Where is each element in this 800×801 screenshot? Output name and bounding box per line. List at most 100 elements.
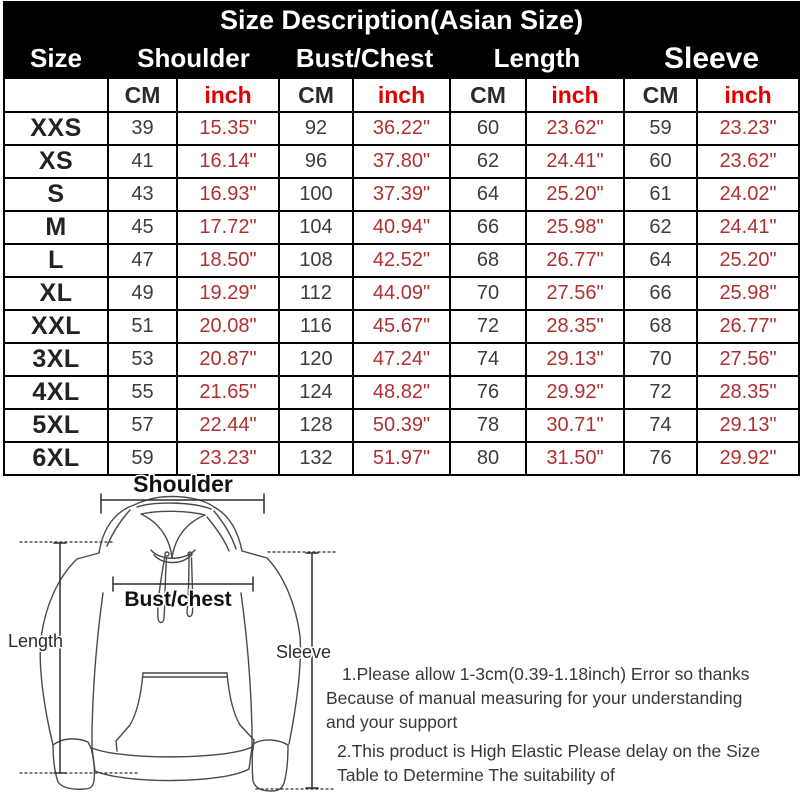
cell-cm: 64: [449, 177, 527, 212]
cell-inch: 24.02": [695, 177, 800, 212]
length-label: Length: [8, 631, 63, 651]
size-label: 4XL: [3, 375, 109, 410]
cell-cm: 59: [623, 111, 698, 146]
cell-inch: 23.23": [176, 441, 280, 476]
size-row-3xl: 3XL 53 20.87" 120 47.24" 74 29.13" 70 27…: [3, 342, 800, 377]
unit-blank-cell: [3, 77, 109, 113]
cell-cm: 104: [278, 210, 354, 245]
size-label: 5XL: [3, 408, 109, 443]
cell-cm: 55: [107, 375, 178, 410]
cell-inch: 27.56": [525, 276, 625, 311]
col-header-size: Size: [3, 38, 109, 79]
cell-inch: 23.23": [695, 111, 800, 146]
size-label: XXS: [3, 111, 109, 146]
hoodie-hood: [98, 495, 243, 564]
cell-inch: 19.29": [176, 276, 280, 311]
cell-cm: 43: [107, 177, 178, 212]
cell-cm: 57: [107, 408, 178, 443]
size-row-xxs: XXS 39 15.35" 92 36.22" 60 23.62" 59 23.…: [3, 111, 800, 146]
cell-cm: 72: [449, 309, 527, 344]
cell-cm: 128: [278, 408, 354, 443]
cell-inch: 15.35": [176, 111, 280, 146]
unit-cm-bust: CM: [278, 77, 354, 113]
cell-inch: 50.39": [352, 408, 451, 443]
size-row-xxl: XXL 51 20.08" 116 45.67" 72 28.35" 68 26…: [3, 309, 800, 344]
cell-cm: 108: [278, 243, 354, 278]
col-header-sleeve: Sleeve: [622, 38, 800, 79]
unit-inch-bust: inch: [352, 77, 451, 113]
cell-inch: 21.65": [176, 375, 280, 410]
cell-inch: 42.52": [352, 243, 451, 278]
hoodie-diagram: Shoulder Bust/chest Length Sleeve: [7, 470, 339, 792]
cell-cm: 74: [623, 408, 698, 443]
cell-inch: 47.24": [352, 342, 451, 377]
cell-inch: 51.97": [352, 441, 451, 476]
col-header-length: Length: [449, 38, 625, 79]
size-row-s: S 43 16.93" 100 37.39" 64 25.20" 61 24.0…: [3, 177, 800, 212]
cell-cm: 60: [623, 144, 698, 179]
cell-inch: 28.35": [695, 375, 800, 410]
size-row-5xl: 5XL 57 22.44" 128 50.39" 78 30.71" 74 29…: [3, 408, 800, 443]
cell-inch: 37.39": [352, 177, 451, 212]
cell-inch: 18.50": [176, 243, 280, 278]
table-title: Size Description(Asian Size): [2, 1, 800, 40]
hoodie-pocket: [115, 672, 255, 752]
cell-cm: 74: [449, 342, 527, 377]
cell-cm: 68: [449, 243, 527, 278]
cell-cm: 47: [107, 243, 178, 278]
cell-cm: 78: [449, 408, 527, 443]
cell-cm: 41: [107, 144, 178, 179]
cell-inch: 17.72": [176, 210, 280, 245]
cell-cm: 132: [278, 441, 354, 476]
cell-cm: 72: [623, 375, 698, 410]
note-elasticity: 2.This product is High Elastic Please de…: [337, 741, 761, 785]
cell-inch: 16.93": [176, 177, 280, 212]
cell-inch: 36.22": [352, 111, 451, 146]
cell-cm: 112: [278, 276, 354, 311]
cell-inch: 29.92": [525, 375, 625, 410]
unit-inch-shoulder: inch: [176, 77, 280, 113]
size-table: Size Description(Asian Size) Size Should…: [2, 1, 800, 476]
cell-cm: 66: [449, 210, 527, 245]
cell-cm: 80: [449, 441, 527, 476]
cell-cm: 76: [623, 441, 698, 476]
size-label: 6XL: [3, 441, 109, 476]
size-label: XL: [3, 276, 109, 311]
cell-cm: 124: [278, 375, 354, 410]
col-header-shoulder: Shoulder: [107, 38, 280, 79]
size-label: XXL: [3, 309, 109, 344]
cell-cm: 100: [278, 177, 354, 212]
cell-cm: 96: [278, 144, 354, 179]
cell-inch: 24.41": [695, 210, 800, 245]
sleeve-measure-line: [255, 551, 339, 790]
cell-inch: 31.50": [525, 441, 625, 476]
cell-inch: 45.67": [352, 309, 451, 344]
cell-inch: 24.41": [525, 144, 625, 179]
unit-cm-length: CM: [449, 77, 527, 113]
notes-block: 1.Please allow 1-3cm(0.39-1.18inch) Erro…: [326, 662, 800, 787]
cell-cm: 51: [107, 309, 178, 344]
cell-cm: 76: [449, 375, 527, 410]
cell-cm: 39: [107, 111, 178, 146]
cell-cm: 53: [107, 342, 178, 377]
cell-inch: 28.35": [525, 309, 625, 344]
cell-cm: 66: [623, 276, 698, 311]
size-row-xl: XL 49 19.29" 112 44.09" 70 27.56" 66 25.…: [3, 276, 800, 311]
column-header-row: Size Shoulder Bust/Chest Length Sleeve: [3, 38, 800, 79]
cell-inch: 20.08": [176, 309, 280, 344]
cell-cm: 70: [449, 276, 527, 311]
size-label: M: [3, 210, 109, 245]
size-row-xs: XS 41 16.14" 96 37.80" 62 24.41" 60 23.6…: [3, 144, 800, 179]
size-label: XS: [3, 144, 109, 179]
size-label: 3XL: [3, 342, 109, 377]
cell-cm: 45: [107, 210, 178, 245]
cell-inch: 29.13": [695, 408, 800, 443]
cell-inch: 23.62": [695, 144, 800, 179]
length-measure-line: [19, 541, 138, 774]
col-header-bust-chest: Bust/Chest: [278, 38, 451, 79]
cell-inch: 26.77": [695, 309, 800, 344]
cell-inch: 40.94": [352, 210, 451, 245]
note-measuring-error: 1.Please allow 1-3cm(0.39-1.18inch) Erro…: [326, 664, 750, 732]
cell-inch: 16.14": [176, 144, 280, 179]
